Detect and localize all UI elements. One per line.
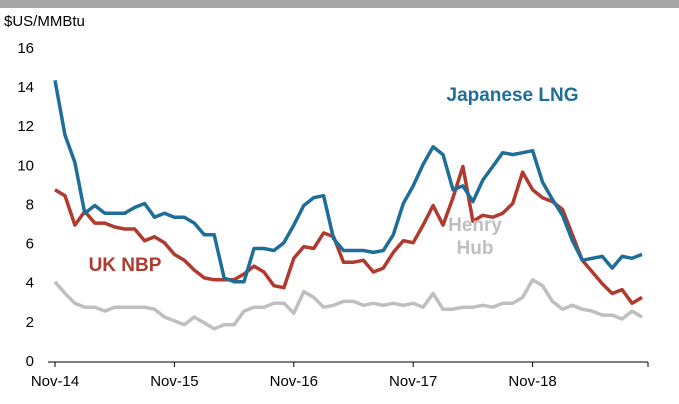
y-tick-label: 0 bbox=[26, 353, 34, 370]
y-tick-label: 2 bbox=[26, 314, 34, 331]
series-label: Japanese LNG bbox=[446, 85, 579, 106]
y-tick-label: 6 bbox=[26, 236, 34, 253]
y-tick-label: 4 bbox=[26, 275, 34, 292]
y-tick-label: 14 bbox=[17, 79, 34, 96]
series-label: UK NBP bbox=[88, 255, 162, 276]
x-tick-label: Nov-17 bbox=[389, 373, 437, 390]
series-line bbox=[54, 164, 643, 306]
series-label: Henry Hub bbox=[448, 215, 502, 259]
y-tick-label: 16 bbox=[17, 40, 34, 57]
x-tick-label: Nov-18 bbox=[508, 373, 556, 390]
y-tick-label: 8 bbox=[26, 196, 34, 213]
x-tick-label: Nov-16 bbox=[270, 373, 318, 390]
top-bar bbox=[0, 0, 679, 8]
series-line bbox=[53, 79, 643, 284]
series-line bbox=[53, 278, 643, 331]
y-axis-label: $US/MMBtu bbox=[4, 13, 85, 30]
x-tick-label: Nov-15 bbox=[150, 373, 198, 390]
x-tick-label: Nov-14 bbox=[31, 373, 79, 390]
y-tick-label: 12 bbox=[17, 118, 34, 135]
y-tick-label: 10 bbox=[17, 157, 34, 174]
